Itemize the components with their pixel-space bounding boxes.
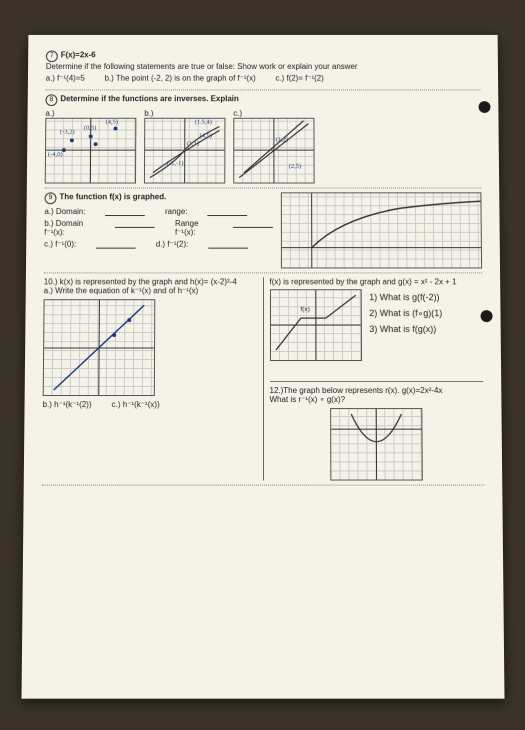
pt: (1.5,4) bbox=[194, 119, 211, 126]
qnum: 7 bbox=[45, 50, 57, 62]
q9-ar: range: bbox=[164, 207, 187, 216]
q9-b: b.) Domain f⁻¹(x): bbox=[44, 219, 95, 237]
plot-12 bbox=[330, 409, 421, 479]
graph-8c: (1,2) (2,5) bbox=[233, 118, 314, 184]
blank[interactable] bbox=[233, 219, 273, 228]
pt: (-1,-1) bbox=[166, 160, 183, 167]
graph-8b: (1.5,4) (1,1) (4,5) (-1,-1) bbox=[143, 118, 224, 184]
q7-b: b.) The point (-2, 2) is on the graph of… bbox=[104, 74, 255, 83]
plot-11 bbox=[270, 290, 360, 360]
pt: (4,5) bbox=[199, 132, 211, 139]
q11-1: 1) What is g(f(-2)) bbox=[369, 289, 442, 305]
plot-8b bbox=[144, 119, 223, 183]
qnum: 9 bbox=[44, 192, 56, 204]
q12-num: 12.) bbox=[269, 386, 283, 395]
q8-instr: Determine if the functions are inverses.… bbox=[60, 94, 238, 103]
question-9: 9The function f(x) is graphed. a.) Domai… bbox=[43, 188, 481, 273]
plot-10 bbox=[43, 300, 154, 395]
hole-punch bbox=[478, 101, 490, 113]
graph-10 bbox=[42, 299, 155, 396]
blank[interactable] bbox=[207, 207, 247, 216]
question-12: 12.)The graph below represents r(x). g(x… bbox=[269, 381, 484, 481]
question-10: 10.) k(x) is represented by the graph an… bbox=[41, 277, 256, 480]
graph-12 bbox=[329, 408, 422, 480]
q11-2: 2) What is (f∘g)(1) bbox=[369, 305, 442, 321]
blank[interactable] bbox=[96, 240, 136, 249]
q7-c: c.) f(2)= f⁻¹(2) bbox=[275, 74, 323, 83]
q9-a: a.) Domain: bbox=[44, 207, 85, 216]
plot-8c bbox=[234, 119, 313, 183]
q7-a: a.) f⁻¹(4)=5 bbox=[45, 74, 84, 83]
worksheet-paper: 7F(x)=2x-6 Determine if the following st… bbox=[21, 35, 504, 699]
q12-instr: The graph below represents r(x). g(x)=2x… bbox=[283, 386, 442, 395]
pt: (0,3) bbox=[83, 125, 95, 132]
q11-instr: f(x) is represented by the graph and g(x… bbox=[269, 277, 482, 286]
q10-b: b.) h⁻¹(k⁻¹(2)) bbox=[42, 400, 91, 409]
blank[interactable] bbox=[115, 219, 155, 228]
q8-a: a.) bbox=[45, 109, 136, 118]
fx-label: f(x) bbox=[300, 306, 309, 313]
q11-3: 3) What is f(g(x)) bbox=[369, 321, 442, 337]
pt: (1,1) bbox=[186, 140, 198, 147]
q8-c: c.) bbox=[233, 109, 314, 118]
question-8: 8Determine if the functions are inverses… bbox=[44, 90, 481, 188]
plot-9 bbox=[281, 193, 480, 267]
question-7: 7F(x)=2x-6 Determine if the following st… bbox=[45, 47, 480, 91]
q8-b: b.) bbox=[144, 109, 225, 118]
blank[interactable] bbox=[105, 207, 145, 216]
pt: (2,5) bbox=[288, 163, 300, 170]
blank[interactable] bbox=[208, 240, 248, 249]
q10-instr: k(x) is represented by the graph and h(x… bbox=[59, 277, 236, 286]
qnum: 8 bbox=[45, 94, 57, 106]
graph-8a: (-4,0) (-3,2) (0,3) (4,5) bbox=[44, 118, 136, 184]
pt: (-3,2) bbox=[60, 129, 75, 136]
q12-q: What is r⁻¹(x) ∘ g(x)? bbox=[269, 395, 483, 404]
hole-punch bbox=[480, 310, 492, 322]
pt: (-4,0) bbox=[47, 151, 62, 158]
question-11: f(x) is represented by the graph and g(x… bbox=[262, 277, 484, 480]
q10-num: 10.) bbox=[43, 277, 57, 286]
q9-br: Range f⁻¹(x): bbox=[174, 219, 212, 237]
q10-a: a.) Write the equation of k⁻¹(x) and of … bbox=[43, 286, 256, 295]
q7-instr: Determine if the following statements ar… bbox=[45, 62, 479, 71]
q7-func: F(x)=2x-6 bbox=[60, 50, 95, 59]
question-10-11: 10.) k(x) is represented by the graph an… bbox=[41, 273, 483, 485]
pt: (4,5) bbox=[105, 119, 117, 126]
q9-d: d.) f⁻¹(2): bbox=[155, 240, 188, 249]
graph-9 bbox=[280, 192, 481, 268]
graph-11: f(x) bbox=[269, 289, 361, 361]
q9-instr: The function f(x) is graphed. bbox=[59, 192, 166, 201]
q9-c: c.) f⁻¹(0): bbox=[44, 240, 76, 249]
pt: (1,2) bbox=[275, 136, 287, 143]
q10-c: c.) h⁻¹(k⁻¹(x)) bbox=[111, 400, 159, 409]
